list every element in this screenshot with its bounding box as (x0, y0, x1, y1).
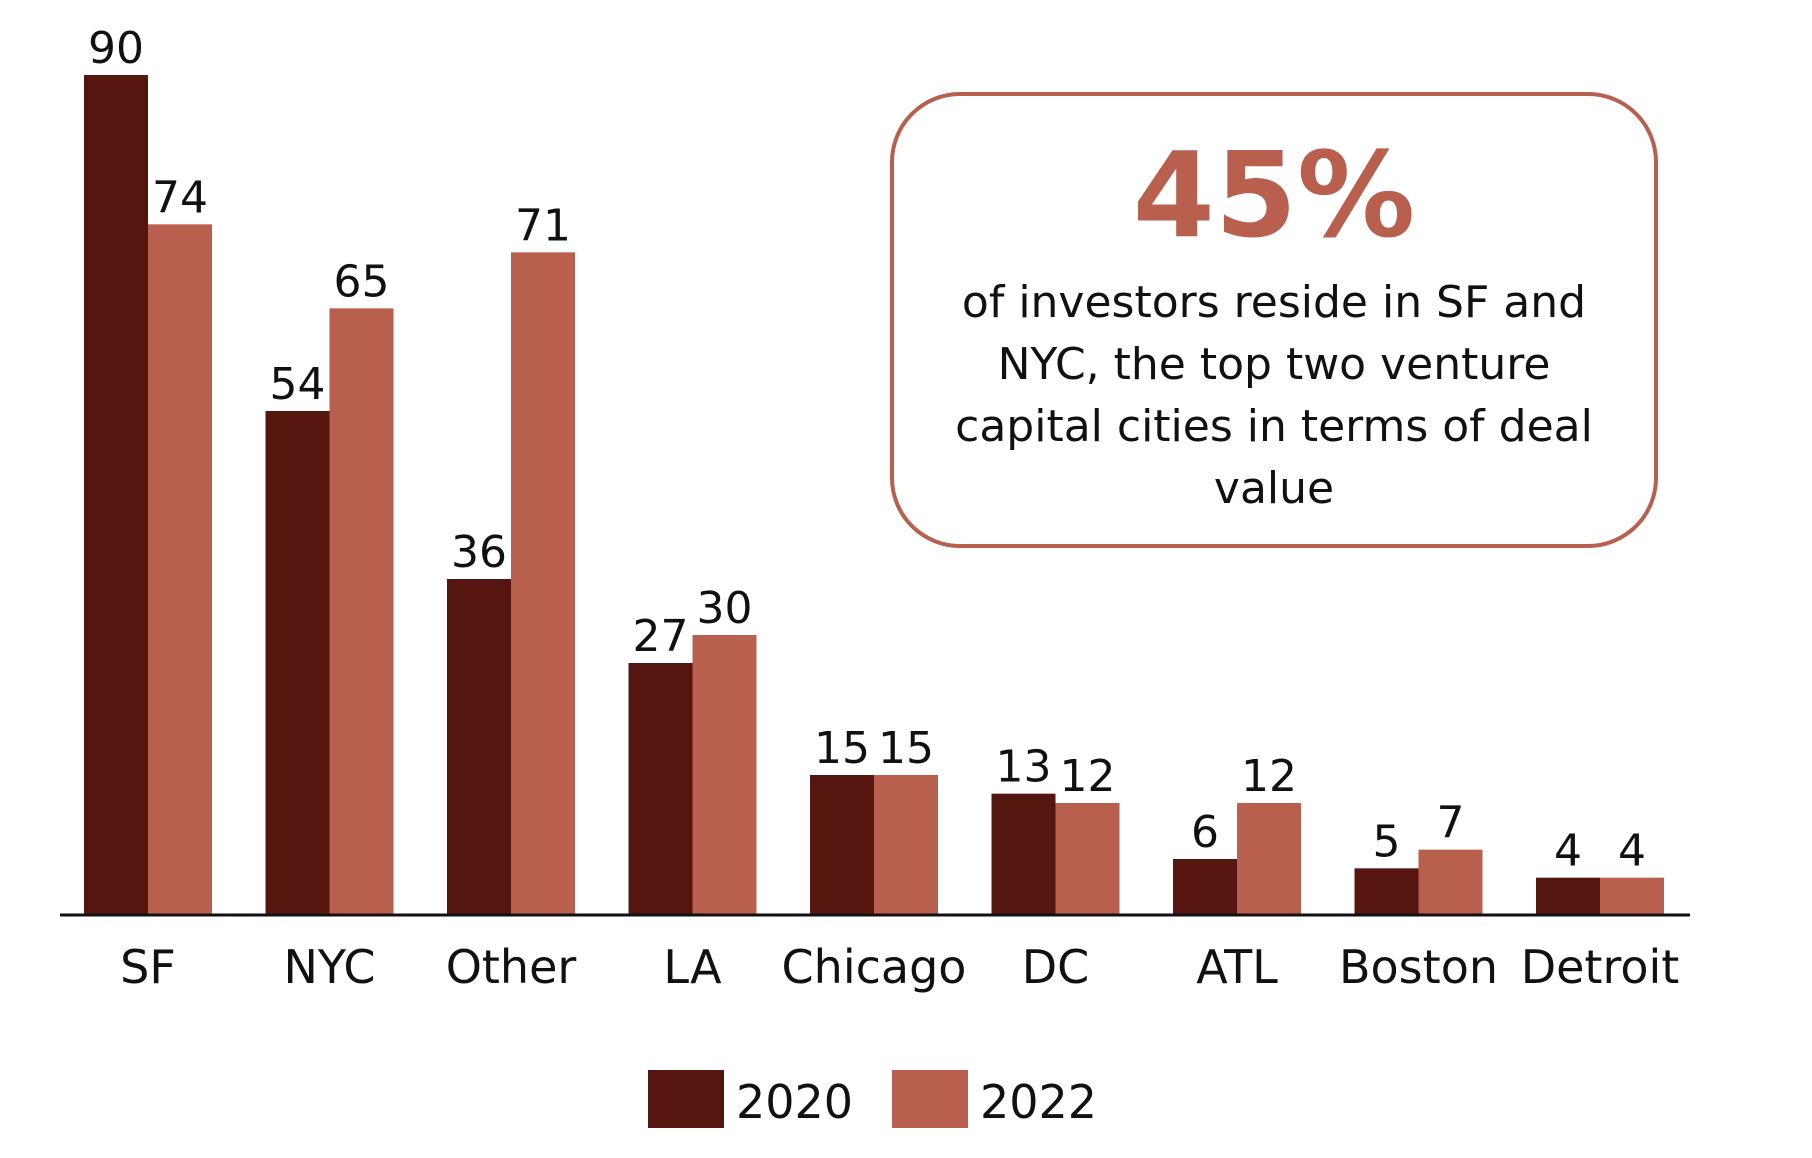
bar-nyc-2020 (265, 411, 330, 915)
value-label-chicago-2020: 15 (814, 723, 870, 774)
bar-chicago-2020 (810, 775, 874, 915)
value-label-la-2020: 27 (633, 611, 689, 662)
value-label-nyc-2020: 54 (270, 359, 326, 410)
bar-detroit-2022 (1600, 877, 1664, 915)
value-label-boston-2020: 5 (1373, 816, 1401, 867)
value-label-la-2022: 30 (697, 583, 753, 634)
value-label-other-2020: 36 (451, 527, 507, 578)
legend-label-2022: 2022 (980, 1075, 1097, 1129)
value-label-detroit-2020: 4 (1554, 826, 1582, 877)
value-label-atl-2020: 6 (1191, 807, 1219, 858)
x-tick-label-sf: SF (120, 940, 176, 994)
x-tick-label-nyc: NYC (283, 940, 375, 994)
bar-detroit-2020 (1536, 877, 1600, 915)
x-tick-labels-layer: SF NYC Other LA Chicago DC ATL Boston Detroit (120, 940, 1679, 994)
value-label-detroit-2022: 4 (1618, 826, 1646, 877)
bar-other-2022 (511, 252, 575, 916)
value-label-boston-2022: 7 (1437, 798, 1465, 849)
x-tick-label-detroit: Detroit (1521, 940, 1680, 994)
bar-sf-2020 (84, 75, 148, 915)
bar-dc-2022 (1055, 803, 1120, 915)
bar-other-2020 (447, 579, 511, 915)
bar-dc-2020 (991, 793, 1056, 915)
legend-label-2020: 2020 (736, 1075, 853, 1129)
value-label-dc-2020: 13 (996, 742, 1052, 793)
value-label-dc-2022: 12 (1060, 751, 1116, 802)
legend: 2020 2022 (648, 1070, 1097, 1129)
value-label-chicago-2022: 15 (878, 723, 934, 774)
x-tick-label-dc: DC (1022, 940, 1090, 994)
x-tick-label-other: Other (446, 940, 577, 994)
bars-layer (84, 75, 1664, 916)
legend-swatch-2022 (892, 1070, 968, 1128)
legend-swatch-2020 (648, 1070, 724, 1128)
value-label-sf-2020: 90 (88, 23, 144, 74)
bar-nyc-2022 (329, 308, 394, 915)
bar-chicago-2022 (874, 775, 938, 915)
x-tick-label-la: LA (663, 940, 722, 994)
bar-la-2022 (692, 635, 757, 915)
value-label-nyc-2022: 65 (334, 256, 390, 307)
value-label-other-2022: 71 (515, 200, 571, 251)
x-tick-label-chicago: Chicago (782, 940, 967, 994)
callout-stat: 45% (1132, 126, 1416, 264)
bar-atl-2020 (1173, 859, 1237, 915)
callout-box: 45% of investors reside in SF and NYC, t… (890, 92, 1658, 548)
x-tick-label-boston: Boston (1339, 940, 1498, 994)
callout-text: of investors reside in SF and NYC, the t… (955, 277, 1593, 514)
bar-boston-2022 (1418, 849, 1483, 915)
x-tick-label-atl: ATL (1196, 940, 1278, 994)
bar-atl-2022 (1237, 803, 1301, 915)
value-label-atl-2022: 12 (1241, 751, 1297, 802)
bar-la-2020 (628, 663, 693, 915)
bar-boston-2020 (1354, 868, 1419, 915)
bar-sf-2022 (148, 224, 212, 916)
value-label-sf-2022: 74 (152, 172, 208, 223)
